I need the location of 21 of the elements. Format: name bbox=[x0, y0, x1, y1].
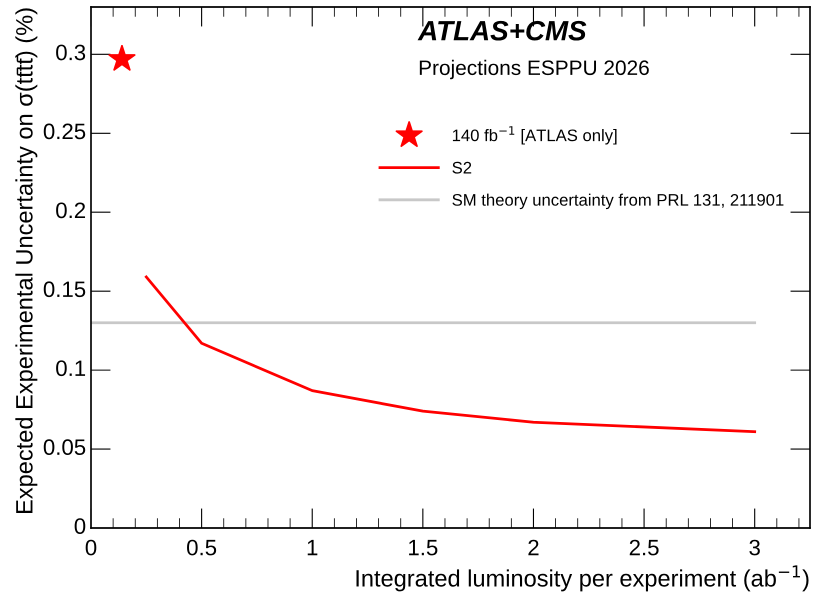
y-tick-label: 0.25 bbox=[44, 124, 86, 140]
y-axis-title: Expected Experimental Uncertainty on σ(tt̄tt̄) (%) bbox=[15, 8, 38, 514]
annotation: ATLAS+CMS bbox=[418, 20, 586, 41]
legend-label: SM theory uncertainty from PRL 131, 211901 bbox=[452, 194, 784, 210]
x-tick-label: 0 bbox=[86, 540, 96, 556]
legend-label: 140 fb$^{−1}$ [ATLAS only] bbox=[452, 126, 617, 145]
x-tick-label: 1 bbox=[308, 540, 318, 556]
annotation: Projections ESPPU 2026 bbox=[420, 60, 649, 80]
x-tick-label: 0.5 bbox=[187, 540, 216, 556]
y-tick-label: 0.05 bbox=[44, 439, 86, 456]
legend-label: S2 bbox=[452, 162, 472, 174]
x-tick-label: 1.5 bbox=[409, 540, 438, 556]
x-tick-label: 2.5 bbox=[630, 540, 659, 556]
y-tick-label: 0.1 bbox=[56, 360, 86, 376]
y-tick-label: 0 bbox=[74, 518, 86, 534]
y-tick-label: 0.3 bbox=[56, 44, 86, 60]
x-tick-label: 2 bbox=[528, 540, 539, 556]
x-axis-title: Integrated luminosity per experiment (ab$^{−1}$) bbox=[356, 565, 809, 592]
y-tick-label: 0.2 bbox=[56, 202, 86, 218]
y-tick-label: 0.15 bbox=[44, 281, 86, 298]
x-tick-label: 3 bbox=[749, 540, 760, 556]
